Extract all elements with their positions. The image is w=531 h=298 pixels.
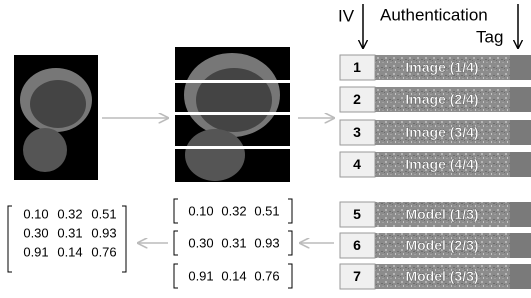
- block-list: 1 Image (1/4) 2 Image (2/4) 3 Image (3/4) 4 Ima…: [340, 55, 531, 289]
- bracket: [288, 231, 292, 255]
- matrix-cell: 0.10: [23, 206, 48, 221]
- block-index: 7: [353, 268, 361, 284]
- block-label: Model (1/3): [405, 206, 478, 222]
- tag-block: [510, 152, 531, 177]
- matrix-cell: 0.14: [221, 268, 246, 283]
- tag-block: [510, 233, 531, 258]
- matrix-cell: 0.91: [23, 244, 48, 259]
- tag-label: Tag: [476, 27, 503, 46]
- block-index: 4: [353, 156, 361, 172]
- bracket: [8, 206, 12, 272]
- tag-block: [510, 120, 531, 145]
- tag-block: [510, 87, 531, 112]
- matrix-cell: 0.76: [91, 244, 116, 259]
- matrix-cell: 0.30: [188, 235, 213, 250]
- block-index: 3: [353, 124, 361, 140]
- matrix-cell: 0.93: [91, 225, 116, 240]
- block-index: 6: [353, 237, 361, 253]
- iv-label: IV: [338, 6, 355, 25]
- block-label: Image (3/4): [405, 124, 478, 140]
- bracket: [174, 231, 178, 255]
- auth-label: Authentication: [380, 5, 488, 24]
- block-index: 2: [353, 91, 361, 107]
- matrix-cell: 0.30: [23, 225, 48, 240]
- mri-image: [14, 55, 98, 180]
- diagram: IV Authentication Tag 1 Image (1/4) 2 Image…: [0, 0, 531, 298]
- matrix-cell: 0.93: [254, 235, 279, 250]
- block-index: 5: [353, 206, 361, 222]
- matrix-cell: 0.14: [57, 244, 82, 259]
- block-label: Model (2/3): [405, 237, 478, 253]
- matrix-cell: 0.31: [221, 235, 246, 250]
- bracket: [288, 264, 292, 288]
- bracket: [174, 264, 178, 288]
- matrix-cell: 0.10: [188, 203, 213, 218]
- mri-image-split: [175, 47, 290, 182]
- matrix-cell: 0.32: [57, 206, 82, 221]
- tag-block: [510, 55, 531, 80]
- tag-block: [510, 202, 531, 227]
- block-label: Model (3/3): [405, 268, 478, 284]
- tag-block: [510, 264, 531, 289]
- bracket: [288, 199, 292, 223]
- bracket: [174, 199, 178, 223]
- matrix-cell: 0.31: [57, 225, 82, 240]
- bracket: [122, 206, 126, 272]
- matrix-cell: 0.51: [254, 203, 279, 218]
- matrix-cell: 0.91: [188, 268, 213, 283]
- matrix-cell: 0.51: [91, 206, 116, 221]
- block-label: Image (4/4): [405, 156, 478, 172]
- block-label: Image (1/4): [405, 59, 478, 75]
- block-label: Image (2/4): [405, 91, 478, 107]
- matrix-cell: 0.76: [254, 268, 279, 283]
- matrix-cell: 0.32: [221, 203, 246, 218]
- block-index: 1: [353, 59, 361, 75]
